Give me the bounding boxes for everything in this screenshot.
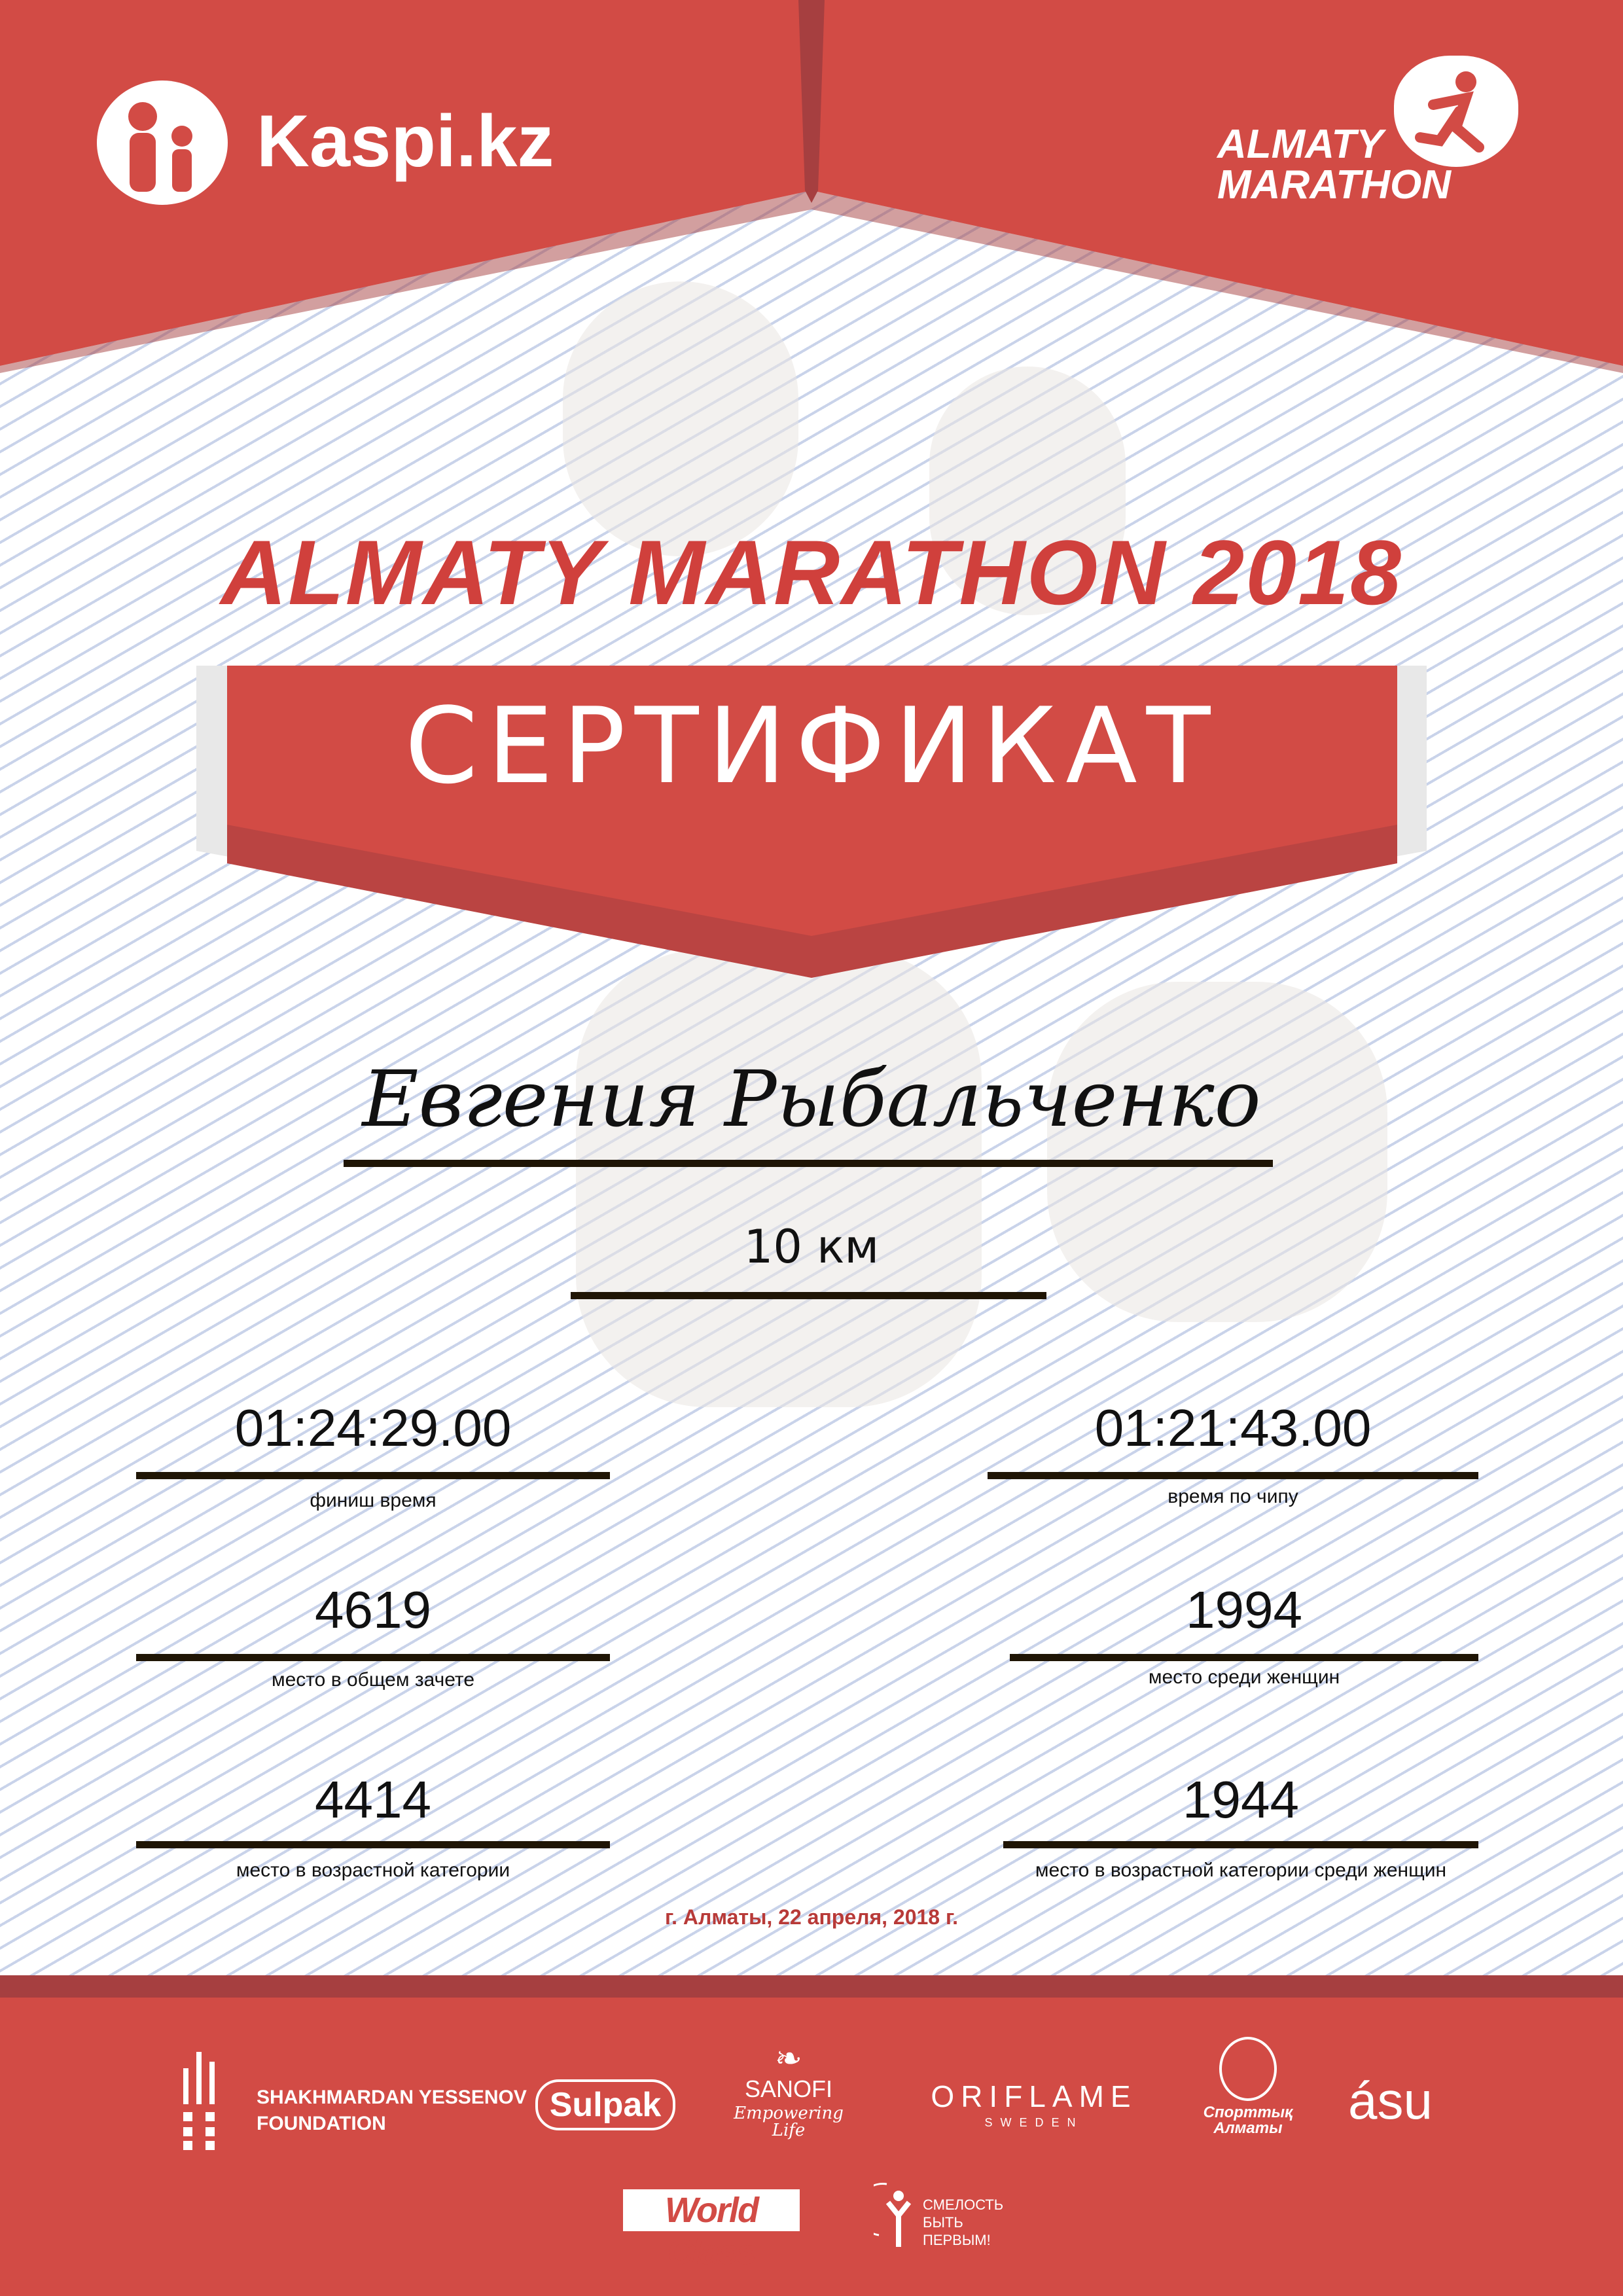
age-place-value: 4414 <box>315 1770 431 1829</box>
fund-logo: СМЕЛОСТЬ БЫТЬ ПЕРВЫМ! <box>923 2196 1003 2249</box>
header-band <box>0 0 1623 373</box>
distance-value: 10 км <box>743 1220 880 1274</box>
oriflame-name: ORIFLAME <box>931 2079 1137 2113</box>
almaty-marathon-logo-text: ALMATY MARATHON <box>1217 124 1451 206</box>
runner-photo-body-2 <box>1047 982 1387 1322</box>
runner-photo-body <box>576 949 982 1407</box>
certificate-banner <box>196 666 1427 978</box>
sanofi-tagline: Empowering Life <box>734 2104 844 2140</box>
date-place-line: г. Алматы, 22 апреля, 2018 г. <box>665 1905 958 1929</box>
age-place-label: место в возрастной категории <box>236 1859 510 1881</box>
yessenov-line-1: SHAKHMARDAN YESSENOV <box>257 2087 527 2108</box>
women-age-place-underline <box>1003 1841 1478 1848</box>
sport-almaty-emblem-icon <box>1219 2037 1277 2101</box>
yessenov-foundation-icon <box>182 2052 221 2150</box>
chip-time-value: 01:21:43.00 <box>1094 1399 1372 1457</box>
yessenov-foundation-logo: SHAKHMARDAN YESSENOV FOUNDATION <box>257 2085 527 2137</box>
fund-line-2: БЫТЬ <box>923 2214 963 2231</box>
event-title: ALMATY MARATHON 2018 <box>221 521 1402 624</box>
certificate-heading: СЕРТИФИКАТ <box>404 685 1220 807</box>
almaty-marathon-runner-icon <box>1394 56 1518 167</box>
overall-place-value: 4619 <box>315 1581 431 1639</box>
women-age-place-label: место в возрастной категории среди женщи… <box>1035 1859 1447 1881</box>
fund-line-1: СМЕЛОСТЬ <box>923 2197 1004 2213</box>
sanofi-bird-icon: ❧ <box>775 2040 802 2077</box>
yessenov-line-2: FOUNDATION <box>257 2113 386 2134</box>
finish-time-label: финиш время <box>310 1490 437 1511</box>
kaspi-logo-icon <box>97 81 228 205</box>
oriflame-logo: ORIFLAME SWEDEN <box>923 2081 1145 2128</box>
footer-stripe <box>0 1975 1623 1998</box>
logo-line-2: MARATHON <box>1217 162 1452 207</box>
women-place-label: место среди женщин <box>1148 1666 1340 1688</box>
distance-underline <box>571 1292 1046 1299</box>
logo-line-1: ALMATY <box>1217 122 1383 167</box>
women-place-value: 1994 <box>1186 1581 1302 1639</box>
sport-almaty-line-1: Спорттық <box>1203 2104 1293 2121</box>
chip-time-label: время по чипу <box>1168 1486 1298 1507</box>
fund-line-3: ПЕРВЫМ! <box>923 2232 991 2248</box>
runner-photo-man-head <box>563 281 798 556</box>
sanofi-logo: ❧ SANOFI Empowering Life <box>726 2042 851 2139</box>
fund-figure-icon <box>856 2176 919 2248</box>
finish-time-underline <box>136 1472 610 1479</box>
oriflame-sweden: SWEDEN <box>984 2116 1084 2129</box>
sanofi-name: SANOFI <box>744 2075 832 2102</box>
overall-place-label: место в общем зачете <box>271 1669 475 1691</box>
kaspi-logo-text: Kaspi.kz <box>257 100 554 182</box>
world-class-logo: World Class <box>623 2189 800 2272</box>
age-place-underline <box>136 1841 610 1848</box>
asu-logo: ásu <box>1348 2072 1433 2130</box>
finish-time-value: 01:24:29.00 <box>234 1399 512 1457</box>
women-place-underline <box>1010 1654 1478 1661</box>
overall-place-underline <box>136 1654 610 1661</box>
women-age-place-value: 1944 <box>1183 1770 1299 1829</box>
sulpak-logo: Sulpak <box>535 2079 675 2130</box>
runner-photo-woman-head <box>929 367 1126 615</box>
sponsors-footer <box>0 1998 1623 2296</box>
sport-almaty-logo: Спорттық Алматы <box>1199 2037 1297 2136</box>
sport-almaty-line-2: Алматы <box>1213 2119 1283 2137</box>
name-underline <box>344 1160 1273 1167</box>
chip-time-underline <box>988 1472 1478 1479</box>
participant-name: Евгения Рыбальченко <box>362 1054 1261 1144</box>
